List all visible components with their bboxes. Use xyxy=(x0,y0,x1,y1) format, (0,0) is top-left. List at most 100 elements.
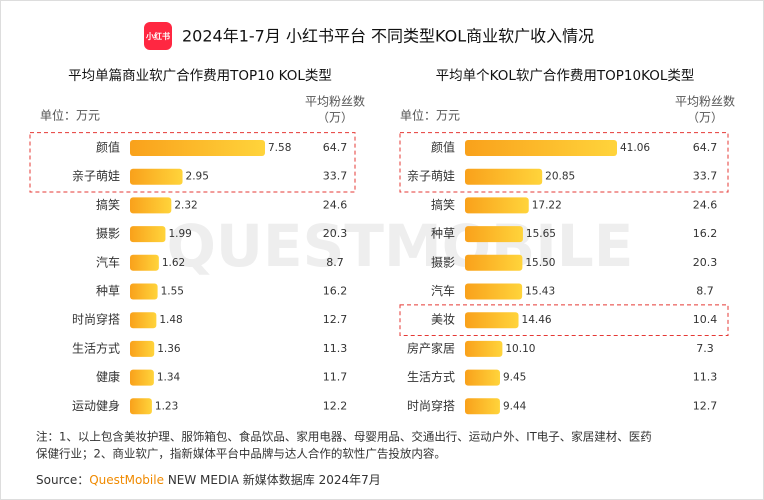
value-label: 41.06 xyxy=(620,142,650,154)
value-label: 15.65 xyxy=(526,228,556,240)
fans-value: 12.7 xyxy=(323,313,348,326)
category-label: 颜值 xyxy=(431,140,455,155)
source-prefix: Source： xyxy=(36,473,89,487)
highlight-box xyxy=(29,132,356,193)
fans-value: 64.7 xyxy=(693,141,718,154)
bar xyxy=(465,254,523,271)
fans-value: 16.2 xyxy=(693,227,718,240)
fans-header: （万） xyxy=(687,111,723,125)
value-label: 9.44 xyxy=(503,400,527,412)
bar xyxy=(130,254,159,271)
value-label: 1.23 xyxy=(155,400,178,412)
category-label: 房产家居 xyxy=(407,340,455,355)
bar xyxy=(465,398,500,415)
fans-value: 12.7 xyxy=(693,399,718,412)
title: 2024年1-7月 小红书平台 不同类型KOL商业软广收入情况 xyxy=(182,27,594,46)
value-label: 2.32 xyxy=(174,199,197,211)
fans-value: 8.7 xyxy=(696,285,714,298)
source-brand: QuestMobile xyxy=(89,473,164,487)
value-label: 20.85 xyxy=(545,171,575,183)
fans-header: （万） xyxy=(317,111,353,125)
bar xyxy=(465,369,500,386)
value-label: 14.46 xyxy=(522,314,552,326)
chart-subtitle: 平均单篇商业软广合作费用TOP10 KOL类型 xyxy=(68,68,332,84)
fans-value: 11.3 xyxy=(693,371,718,384)
highlight-box xyxy=(399,304,729,337)
fans-value: 20.3 xyxy=(693,256,718,269)
bar xyxy=(130,398,152,415)
bar xyxy=(130,340,155,357)
category-label: 摄影 xyxy=(96,226,120,241)
fans-value: 12.2 xyxy=(323,399,348,412)
unit-label: 单位：万元 xyxy=(40,108,100,123)
category-label: 颜值 xyxy=(96,140,120,155)
value-label: 10.10 xyxy=(505,343,535,355)
category-label: 种草 xyxy=(96,284,120,298)
category-label: 运动健身 xyxy=(72,398,120,413)
category-label: 摄影 xyxy=(431,254,455,269)
fans-value: 8.7 xyxy=(326,256,344,269)
fans-value: 16.2 xyxy=(323,285,348,298)
category-label: 时尚穿搭 xyxy=(72,312,120,327)
bar xyxy=(465,283,523,300)
bar xyxy=(130,283,158,300)
value-label: 1.99 xyxy=(168,228,191,240)
highlight-box xyxy=(399,132,729,193)
value-label: 17.22 xyxy=(532,199,562,211)
category-label: 时尚穿搭 xyxy=(407,398,455,413)
fans-value: 11.3 xyxy=(323,342,348,355)
category-label: 汽车 xyxy=(96,254,120,269)
fans-header: 平均粉丝数 xyxy=(675,94,735,109)
category-label: 生活方式 xyxy=(407,369,455,384)
category-label: 美妆 xyxy=(431,313,455,327)
logo-text: 小红书 xyxy=(145,31,170,41)
category-label: 种草 xyxy=(431,227,455,241)
value-label: 1.34 xyxy=(157,372,181,384)
category-label: 生活方式 xyxy=(72,340,120,355)
bar xyxy=(130,197,172,214)
value-label: 15.43 xyxy=(525,286,555,298)
fans-value: 64.7 xyxy=(323,141,348,154)
fans-value: 7.3 xyxy=(696,342,714,355)
bar xyxy=(465,226,523,243)
value-label: 1.48 xyxy=(159,314,182,326)
value-label: 1.62 xyxy=(162,257,185,269)
fans-value: 24.6 xyxy=(323,198,348,211)
fans-value: 33.7 xyxy=(323,170,348,183)
bar xyxy=(465,168,543,185)
bar xyxy=(465,340,503,357)
bar xyxy=(465,312,519,329)
bar xyxy=(130,312,157,329)
category-label: 健康 xyxy=(96,369,120,384)
note: 注：1、以上包含美妆护理、服饰箱包、食品饮品、家用电器、母婴用品、交通出行、运动… xyxy=(36,430,652,444)
source-rest: NEW MEDIA 新媒体数据库 2024年7月 xyxy=(168,472,381,487)
bar xyxy=(130,168,183,185)
source: Source：QuestMobile NEW MEDIA 新媒体数据库 2024… xyxy=(36,472,381,487)
value-label: 9.45 xyxy=(503,372,526,384)
value-label: 15.50 xyxy=(525,257,555,269)
category-label: 亲子萌娃 xyxy=(407,169,455,183)
category-label: 搞笑 xyxy=(431,197,455,212)
fans-value: 33.7 xyxy=(693,170,718,183)
bar xyxy=(130,226,166,243)
bar xyxy=(130,140,265,156)
fans-value: 10.4 xyxy=(693,313,718,326)
fans-value: 20.3 xyxy=(323,227,348,240)
logo xyxy=(144,22,172,50)
value-label: 1.55 xyxy=(161,286,184,298)
category-label: 亲子萌娃 xyxy=(72,169,120,183)
bar xyxy=(465,197,529,214)
chart-subtitle: 平均单个KOL软广合作费用TOP10KOL类型 xyxy=(436,68,695,84)
bar xyxy=(465,140,617,156)
watermark: QUESTMOBILE xyxy=(167,212,634,280)
fans-header: 平均粉丝数 xyxy=(305,94,365,109)
bar xyxy=(130,369,154,386)
note: 保健行业；2、商业软广，指新媒体平台中品牌与达人合作的软性广告投放内容。 xyxy=(36,447,446,461)
category-label: 汽车 xyxy=(431,283,455,298)
value-label: 2.95 xyxy=(186,171,209,183)
unit-label: 单位：万元 xyxy=(400,108,460,123)
value-label: 1.36 xyxy=(157,343,181,355)
value-label: 7.58 xyxy=(268,142,291,154)
